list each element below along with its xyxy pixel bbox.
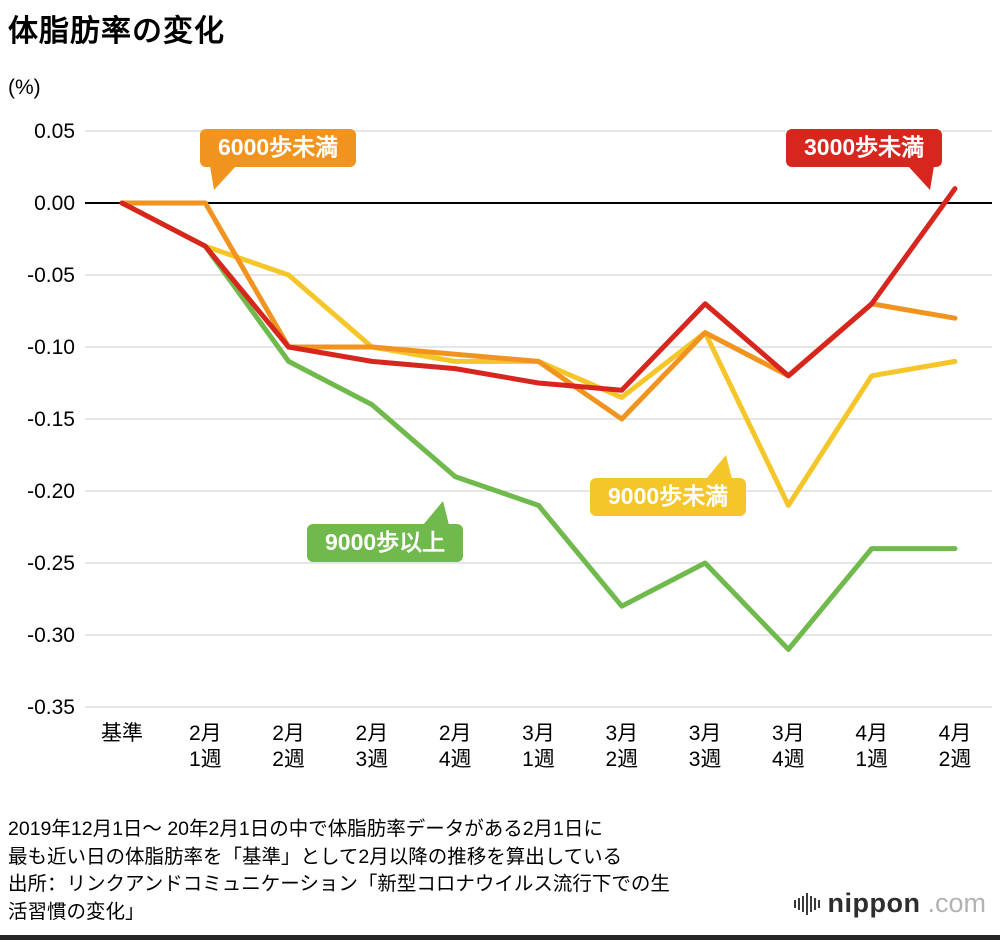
x-tick-label: 2週: [272, 748, 305, 771]
page-title: 体脂肪率の変化: [8, 15, 225, 48]
y-tick-label: -0.10: [27, 336, 75, 359]
x-tick-label: 基準: [101, 722, 143, 745]
callout-3000-steps: 3000歩未満: [786, 129, 943, 190]
series-line-9000歩未満: [119, 200, 958, 508]
callout-tail-icon: [706, 455, 733, 479]
nippon-logo-tld: .com: [927, 888, 986, 918]
series-line-9000歩以上: [119, 200, 958, 652]
x-tick-label: 3月: [772, 722, 805, 745]
callout-9000-over-label: 9000歩以上: [325, 529, 446, 555]
callout-tail-icon: [423, 501, 450, 525]
callout-9000-under-steps: 9000歩未満: [590, 455, 747, 516]
x-tick-label: 3月: [522, 722, 555, 745]
nippon-logo: nippon .com: [793, 888, 986, 919]
x-tick-label: 3月: [605, 722, 638, 745]
x-tick-label: 1週: [855, 748, 888, 771]
callout-3000-label: 3000歩未満: [804, 134, 925, 160]
x-tick-label: 3月: [689, 722, 722, 745]
x-tick-label: 1週: [522, 748, 555, 771]
series-line-3000歩未満: [119, 186, 958, 393]
y-tick-label: -0.05: [27, 264, 75, 287]
footnote-line: 2019年12月1日〜 20年2月1日の中で体脂肪率データがある2月1日に: [8, 818, 603, 840]
y-tick-label: -0.20: [27, 480, 75, 503]
callout-tail-icon: [210, 165, 236, 190]
footnote: 2019年12月1日〜 20年2月1日の中で体脂肪率データがある2月1日に 最も…: [8, 816, 788, 927]
x-tick-label: 2週: [605, 748, 638, 771]
y-tick-label: -0.15: [27, 408, 75, 431]
y-tick-label: -0.30: [27, 624, 75, 647]
y-axis-unit-label: (%): [8, 76, 41, 99]
y-tick-label: 0.05: [34, 120, 75, 143]
bottom-border: [0, 935, 1000, 940]
x-tick-label: 3週: [356, 748, 389, 771]
callout-6000-label: 6000歩未満: [218, 134, 339, 160]
callout-tail-icon: [908, 165, 935, 190]
callout-9000-over-steps: 9000歩以上: [307, 501, 464, 562]
x-tick-label: 4週: [439, 748, 472, 771]
footnote-line: 出所：リンクアンドコミュニケーション「新型コロナウイルス流行下での生: [8, 873, 670, 896]
callout-6000-steps: 6000歩未満: [200, 129, 357, 190]
x-tick-label: 4週: [772, 748, 805, 771]
x-tick-label: 4月: [855, 722, 888, 745]
x-tick-label: 4月: [939, 722, 972, 745]
nippon-logo-text: nippon: [827, 888, 921, 918]
y-tick-label: 0.00: [34, 192, 75, 215]
nippon-logo-icon: [793, 892, 820, 915]
series-line-6000歩未満: [119, 200, 958, 422]
x-tick-label: 1週: [189, 748, 222, 771]
x-tick-label: 2月: [356, 722, 389, 745]
callout-9000-under-label: 9000歩未満: [608, 483, 729, 509]
footnote-line: 活習慣の変化」: [8, 901, 145, 924]
x-tick-label: 2月: [189, 722, 222, 745]
x-tick-label: 2月: [272, 722, 305, 745]
x-tick-label: 2月: [439, 722, 472, 745]
y-tick-label: -0.35: [27, 696, 75, 719]
footnote-line: 最も近い日の体脂肪率を「基準」として2月以降の推移を算出している: [8, 845, 623, 868]
y-tick-label: -0.25: [27, 552, 75, 575]
x-tick-label: 2週: [939, 748, 972, 771]
line-chart: 0.05 0.00 -0.05 -0.10 -0.15 -0.20 -0.25 -0.30 -0…: [27, 120, 992, 771]
x-tick-label: 3週: [689, 748, 722, 771]
